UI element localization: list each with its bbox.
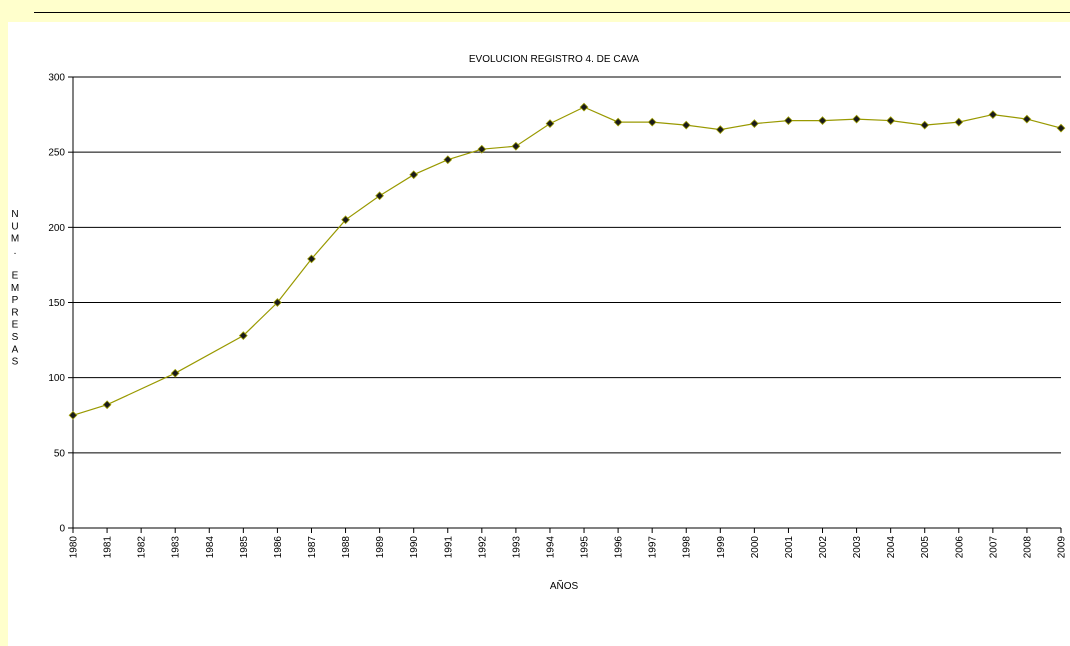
data-point-1994 (545, 119, 555, 128)
x-tick-label-1998: 1998 (682, 536, 693, 559)
x-axis-label: AÑOS (550, 579, 579, 592)
x-tick-label-1991: 1991 (443, 536, 454, 559)
x-tick-label-2008: 2008 (1022, 536, 1033, 559)
y-tick-label-50: 50 (54, 448, 66, 459)
data-point-1993 (511, 141, 521, 151)
data-point-2008 (1022, 114, 1032, 124)
data-point-1992 (477, 144, 487, 154)
x-tick-label-1987: 1987 (307, 536, 318, 559)
x-tick-label-1995: 1995 (580, 536, 591, 559)
series-line (72, 106, 1062, 416)
x-tick-label-1984: 1984 (205, 536, 216, 559)
x-tick-label-2006: 2006 (954, 536, 965, 559)
x-tick-label-1983: 1983 (171, 536, 182, 559)
data-point-1990 (409, 170, 419, 180)
data-point-2006 (954, 117, 964, 127)
data-point-1999 (715, 125, 725, 134)
y-tick-label-150: 150 (48, 298, 65, 309)
y-tick-label-250: 250 (48, 148, 65, 159)
data-point-1997 (647, 117, 657, 127)
data-point-1989 (375, 191, 384, 201)
data-point-1988 (341, 215, 350, 225)
x-tick-label-1992: 1992 (477, 536, 488, 559)
data-point-1983 (170, 368, 180, 378)
top-band (0, 0, 1070, 22)
axes (68, 76, 1062, 533)
x-tick-label-1996: 1996 (614, 536, 625, 559)
data-point-1986 (273, 298, 282, 307)
y-tick-label-300: 300 (48, 73, 65, 84)
x-tick-label-1993: 1993 (511, 536, 522, 559)
data-points (68, 102, 1066, 420)
x-tick-labels: 1980 1981 1982 1983 1984 1985 1986 1987 1988 1989… (69, 536, 1068, 559)
x-tick-label-1990: 1990 (409, 536, 420, 559)
y-tick-label-200: 200 (48, 223, 65, 234)
data-point-2009 (1056, 123, 1066, 133)
x-tick-label-2007: 2007 (988, 536, 999, 559)
data-point-1996 (613, 117, 623, 127)
x-tick-label-2002: 2002 (818, 536, 829, 559)
y-tick-label-100: 100 (48, 373, 65, 384)
data-point-2007 (988, 110, 998, 119)
x-tick-label-2001: 2001 (784, 536, 795, 559)
x-tick-label-2003: 2003 (852, 536, 863, 559)
data-point-1980 (68, 410, 78, 420)
top-rule (34, 12, 1070, 13)
x-tick-label-1985: 1985 (239, 536, 250, 559)
data-point-2003 (852, 114, 861, 124)
data-point-1981 (102, 400, 112, 410)
left-band (0, 0, 8, 646)
series-polyline (72, 106, 1062, 416)
x-tick-label-1989: 1989 (375, 536, 386, 559)
data-point-2004 (886, 116, 896, 125)
x-tick-label-1988: 1988 (341, 536, 352, 559)
data-point-1995 (579, 102, 589, 112)
x-tick-label-1980: 1980 (69, 536, 80, 559)
y-tick-labels: 0 50 100 150 200 250 300 (48, 73, 65, 535)
data-point-1987 (307, 254, 316, 264)
data-point-1998 (681, 120, 691, 130)
x-tick-label-1999: 1999 (716, 536, 727, 559)
x-tick-label-1986: 1986 (273, 536, 284, 559)
x-tick-label-2004: 2004 (886, 536, 897, 559)
x-tick-label-1981: 1981 (103, 536, 114, 559)
data-point-2000 (750, 119, 759, 128)
data-point-1985 (238, 331, 248, 340)
x-tick-label-1982: 1982 (137, 536, 148, 559)
x-tick-label-1994: 1994 (545, 536, 556, 559)
y-tick-label-0: 0 (59, 524, 65, 535)
x-tick-label-2009: 2009 (1057, 536, 1068, 559)
x-tick-label-1997: 1997 (648, 536, 659, 559)
x-tick-label-2005: 2005 (920, 536, 931, 559)
data-point-2002 (818, 116, 827, 125)
grid-lines (73, 76, 1061, 454)
data-point-2001 (784, 116, 793, 125)
data-point-2005 (920, 120, 930, 130)
chart-title: EVOLUCION REGISTRO 4. DE CAVA (469, 54, 640, 65)
x-tick-label-2000: 2000 (750, 536, 761, 559)
data-point-1991 (443, 155, 453, 165)
